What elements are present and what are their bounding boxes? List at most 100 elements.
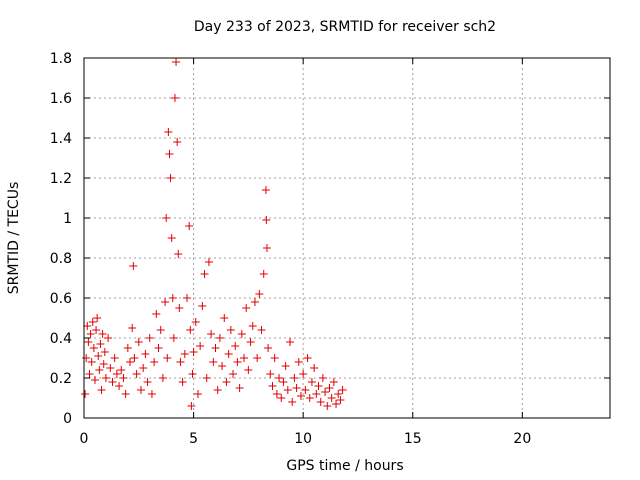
data-point: [130, 354, 139, 362]
data-point: [94, 352, 103, 360]
data-point: [246, 338, 255, 346]
data-point: [187, 402, 196, 410]
data-point: [211, 344, 220, 352]
data-point: [303, 354, 312, 362]
data-point: [321, 388, 330, 396]
data-point: [167, 234, 176, 242]
data-point: [263, 244, 272, 252]
data-point: [96, 340, 105, 348]
data-point: [170, 94, 179, 102]
data-point: [314, 382, 323, 390]
plot-frame: [83, 57, 611, 419]
data-point: [268, 382, 277, 390]
x-tick-label: 10: [294, 431, 312, 447]
y-tick-label: 0.4: [50, 331, 72, 347]
data-point: [233, 358, 242, 366]
data-point: [259, 270, 268, 278]
data-point: [87, 358, 96, 366]
data-point: [277, 394, 286, 402]
data-point: [150, 358, 159, 366]
data-point: [112, 370, 121, 378]
grid-layer: [84, 58, 610, 418]
data-point: [262, 216, 271, 224]
data-point: [97, 386, 106, 394]
data-point: [169, 334, 178, 342]
data-point: [196, 342, 205, 350]
data-point: [108, 378, 117, 386]
data-point: [301, 386, 310, 394]
data-point: [237, 330, 246, 338]
data-point: [307, 378, 316, 386]
data-point: [305, 394, 314, 402]
data-point: [229, 370, 238, 378]
data-point: [143, 378, 152, 386]
data-point: [158, 374, 167, 382]
data-point: [188, 370, 197, 378]
data-point: [93, 314, 102, 322]
y-tick-label: 0.6: [50, 291, 72, 307]
data-point: [88, 318, 97, 326]
data-point: [261, 186, 270, 194]
data-point: [104, 334, 113, 342]
data-point: [86, 330, 95, 338]
data-point: [323, 402, 332, 410]
x-tick-label: 5: [189, 431, 198, 447]
data-point: [154, 344, 163, 352]
data-point: [334, 390, 343, 398]
y-tick-label: 1.4: [50, 131, 72, 147]
data-point: [220, 314, 229, 322]
data-point: [327, 394, 336, 402]
marks-layer: [81, 58, 347, 410]
data-point: [264, 344, 273, 352]
data-point: [147, 390, 156, 398]
data-point: [226, 326, 235, 334]
data-point: [224, 350, 233, 358]
data-point: [257, 326, 266, 334]
data-point: [162, 214, 171, 222]
y-tick-label: 0.2: [50, 371, 72, 387]
data-point: [338, 386, 347, 394]
data-point: [175, 304, 184, 312]
y-tick-label: 1.2: [50, 171, 72, 187]
data-point: [123, 344, 132, 352]
data-point: [163, 354, 172, 362]
data-point: [312, 390, 321, 398]
data-point: [106, 364, 115, 372]
data-point: [213, 386, 222, 394]
data-point: [152, 310, 161, 318]
data-point: [239, 354, 248, 362]
data-point: [126, 358, 135, 366]
data-point: [180, 350, 189, 358]
data-point: [176, 358, 185, 366]
data-point: [132, 370, 141, 378]
y-tick-label: 0: [63, 411, 72, 427]
data-point: [98, 330, 107, 338]
data-point: [172, 58, 181, 66]
data-point: [253, 354, 262, 362]
data-point: [193, 390, 202, 398]
data-point: [174, 250, 183, 258]
data-point: [129, 262, 138, 270]
data-point: [292, 384, 301, 392]
data-point: [117, 366, 126, 374]
data-point: [218, 362, 227, 370]
data-point: [231, 342, 240, 350]
data-point: [136, 386, 145, 394]
data-point: [272, 390, 281, 398]
data-point: [82, 354, 91, 362]
data-point: [110, 354, 119, 362]
data-point: [215, 334, 224, 342]
data-point: [316, 398, 325, 406]
chart-title: Day 233 of 2023, SRMTID for receiver sch…: [194, 19, 496, 35]
data-point: [325, 384, 334, 392]
data-point: [207, 330, 216, 338]
y-tick-label: 1.8: [50, 51, 72, 67]
data-point: [200, 270, 209, 278]
data-point: [119, 374, 128, 382]
data-point: [290, 374, 299, 382]
data-point: [134, 338, 143, 346]
data-point: [248, 322, 257, 330]
data-point: [178, 378, 187, 386]
data-point: [139, 364, 148, 372]
